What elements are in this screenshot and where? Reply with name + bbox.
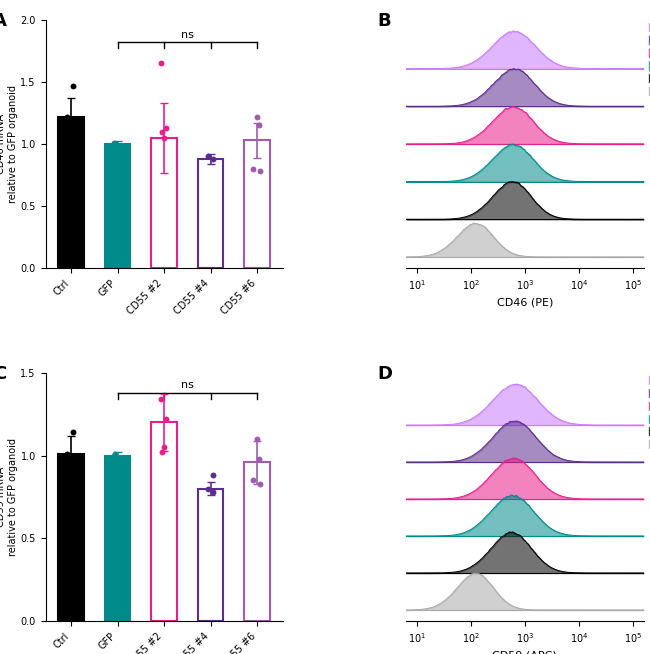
Text: B: B <box>378 12 391 30</box>
Bar <box>105 456 131 621</box>
Point <box>254 120 265 131</box>
Point <box>157 126 167 137</box>
Point <box>67 462 77 472</box>
Point <box>156 394 166 404</box>
Point <box>156 58 166 69</box>
Point <box>110 449 120 459</box>
Point <box>255 166 265 177</box>
Bar <box>244 462 270 621</box>
Bar <box>105 144 131 268</box>
Point <box>203 151 214 162</box>
Point <box>157 447 167 457</box>
Point <box>68 114 79 124</box>
Point <box>248 164 258 174</box>
Point <box>252 111 263 122</box>
Point <box>62 449 72 459</box>
Point <box>254 454 265 464</box>
Point <box>110 139 120 149</box>
Text: A: A <box>0 12 7 30</box>
Bar <box>58 116 84 268</box>
Point <box>68 451 79 461</box>
X-axis label: CD46 (PE): CD46 (PE) <box>497 298 553 307</box>
Legend: CD55 #6, CD55 #4, CD55 #2, GFP, Control, Isotype: CD55 #6, CD55 #4, CD55 #2, GFP, Control,… <box>646 20 650 99</box>
Point <box>161 122 172 133</box>
Point <box>208 154 218 164</box>
Text: ns: ns <box>181 380 194 390</box>
Point <box>67 118 77 128</box>
Bar <box>151 138 177 268</box>
Text: C: C <box>0 365 6 383</box>
Point <box>255 479 265 489</box>
Point <box>203 483 214 494</box>
Text: ns: ns <box>181 29 194 39</box>
Point <box>252 434 263 444</box>
Point <box>109 451 119 461</box>
Bar <box>151 422 177 621</box>
Point <box>248 475 258 486</box>
Text: D: D <box>378 365 393 383</box>
Point <box>109 137 119 148</box>
Point <box>208 487 218 497</box>
X-axis label: CD59 (APC): CD59 (APC) <box>493 650 557 654</box>
Point <box>68 427 79 438</box>
Point <box>68 80 79 91</box>
Point <box>159 133 170 143</box>
Point <box>161 414 172 424</box>
Bar <box>244 140 270 268</box>
Y-axis label: CD59 mRNA
relative to GFP organoid: CD59 mRNA relative to GFP organoid <box>0 438 18 556</box>
Bar <box>198 159 224 268</box>
Y-axis label: CD46 mRNA
relative to GFP organoid: CD46 mRNA relative to GFP organoid <box>0 85 18 203</box>
Bar <box>198 489 224 621</box>
Point <box>159 442 170 453</box>
Point <box>62 111 72 122</box>
Point <box>208 470 218 481</box>
Legend: CD55 #6, CD55 #4, CD55 #2, GFP, Control, Isotype: CD55 #6, CD55 #4, CD55 #2, GFP, Control,… <box>646 373 650 453</box>
Bar <box>58 454 84 621</box>
